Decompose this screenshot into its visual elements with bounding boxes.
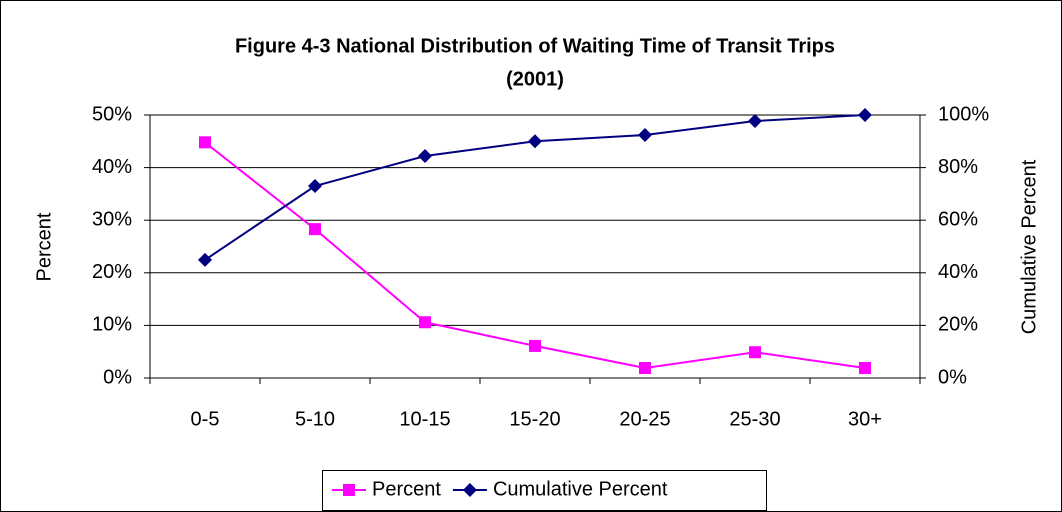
legend-label: Percent xyxy=(372,478,441,500)
y2-tick-label: 40% xyxy=(938,261,978,283)
y2-tick-label: 20% xyxy=(938,314,978,336)
data-point xyxy=(418,149,432,164)
y2-axis-label: Cumulative Percent xyxy=(1018,159,1040,334)
x-tick-label: 5-10 xyxy=(295,408,335,430)
x-tick-label: 20-25 xyxy=(619,408,670,430)
x-tick-label: 30+ xyxy=(848,408,882,430)
x-tick-label: 0-5 xyxy=(191,408,220,430)
data-point xyxy=(199,136,211,149)
data-point xyxy=(529,339,541,352)
legend-marker xyxy=(462,483,477,497)
y2-tick-label: 100% xyxy=(938,103,989,125)
data-point xyxy=(639,362,651,375)
data-point xyxy=(308,179,322,194)
y-tick-label: 40% xyxy=(92,156,132,178)
data-point xyxy=(858,108,872,122)
x-tick-label: 25-30 xyxy=(729,408,780,430)
y-tick-label: 0% xyxy=(103,366,132,388)
y-tick-label: 20% xyxy=(92,261,132,283)
chart-title: Figure 4-3 National Distribution of Wait… xyxy=(235,35,835,57)
chart-subtitle: (2001) xyxy=(506,68,564,90)
data-point xyxy=(198,252,212,267)
legend-box xyxy=(322,470,767,511)
data-point xyxy=(748,114,762,129)
x-tick-label: 10-15 xyxy=(399,408,450,430)
y2-tick-label: 80% xyxy=(938,156,978,178)
data-point xyxy=(749,346,761,359)
y2-tick-label: 0% xyxy=(938,366,967,388)
x-tick-label: 15-20 xyxy=(509,408,560,430)
legend-label: Cumulative Percent xyxy=(493,478,668,500)
y2-tick-label: 60% xyxy=(938,208,978,230)
data-point xyxy=(638,127,652,142)
legend-marker xyxy=(343,484,355,496)
data-point xyxy=(309,223,321,236)
y-tick-label: 50% xyxy=(92,103,132,125)
data-point xyxy=(859,362,871,375)
data-point xyxy=(528,134,542,149)
y-axis-label: Percent xyxy=(33,212,55,281)
y-tick-label: 30% xyxy=(92,208,132,230)
y-tick-label: 10% xyxy=(92,314,132,336)
data-point xyxy=(419,316,431,329)
